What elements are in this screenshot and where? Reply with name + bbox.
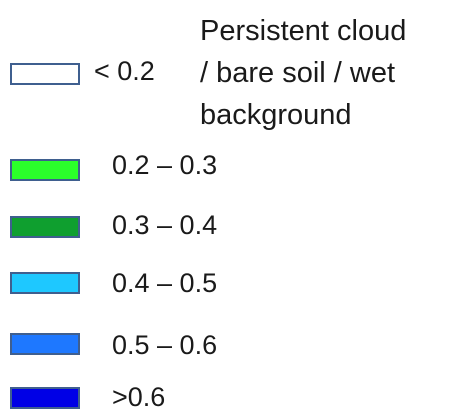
legend-swatch-0-2-0-3 [10, 159, 80, 181]
legend-swatch-gt-0-6 [10, 387, 80, 409]
description-line: background [200, 99, 352, 131]
description-line: Persistent cloud [200, 15, 407, 47]
legend-label-0-3-0-4: 0.3 – 0.4 [112, 210, 218, 240]
legend-label-0-5-0-6: 0.5 – 0.6 [112, 330, 218, 360]
description-line: / bare soil / wet [200, 57, 396, 89]
legend-swatch-0-4-0-5 [10, 272, 80, 294]
legend-label-0-4-0-5: 0.4 – 0.5 [112, 268, 218, 298]
legend-swatch-lt-0-2 [10, 63, 80, 85]
legend-swatch-0-3-0-4 [10, 216, 80, 238]
legend-label-lt-0-2: < 0.2 [94, 56, 155, 86]
legend-description: Persistent cloud / bare soil / wet backg… [200, 10, 406, 136]
legend-label-gt-0-6: >0.6 [112, 382, 166, 412]
legend-swatch-0-5-0-6 [10, 333, 80, 355]
legend-label-0-2-0-3: 0.2 – 0.3 [112, 150, 218, 180]
